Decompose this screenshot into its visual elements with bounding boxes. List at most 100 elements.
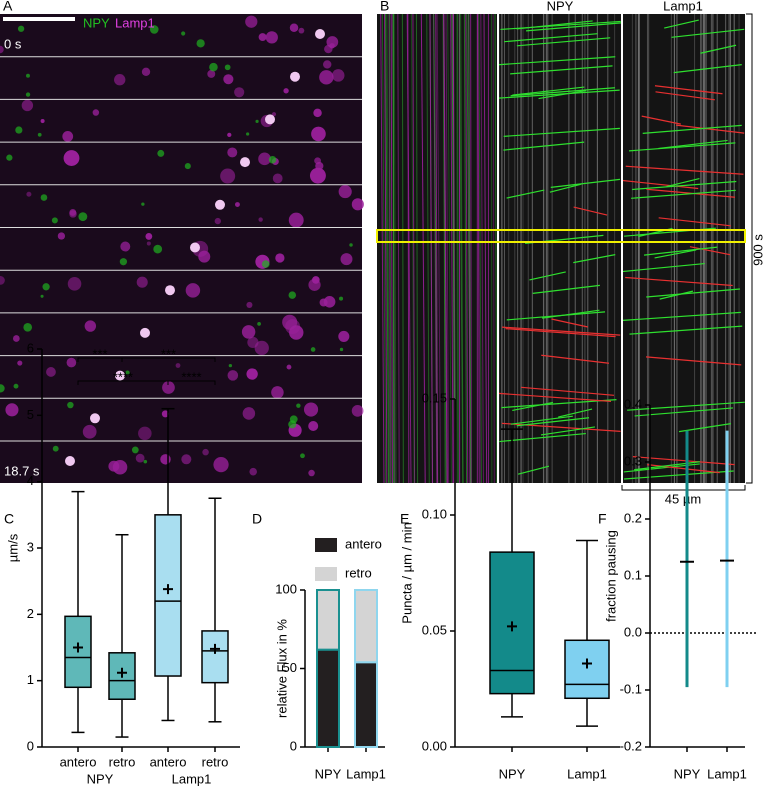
- legend-swatch: [315, 538, 337, 552]
- y-tick-label: 3: [27, 539, 34, 554]
- kymo-streak: [477, 13, 480, 484]
- kymograph-panel: [376, 13, 746, 484]
- magenta-spot: [351, 198, 364, 211]
- green-spot: [339, 347, 344, 352]
- length-scale-bracket: [621, 485, 746, 491]
- kymo-streak: [468, 13, 472, 484]
- bar-segment: [316, 589, 340, 651]
- y-tick-label: 0.1: [624, 567, 642, 582]
- mean-marker: [507, 621, 517, 632]
- magenta-spot: [313, 108, 322, 118]
- track: [689, 246, 731, 256]
- green-spot: [349, 243, 353, 247]
- green-spot: [0, 384, 5, 393]
- green-spot: [184, 163, 191, 170]
- colocalized-spot: [240, 157, 250, 168]
- magenta-spot: [207, 69, 216, 78]
- track: [673, 64, 742, 74]
- highlight-box: [376, 229, 746, 243]
- track: [631, 189, 736, 199]
- track: [503, 127, 620, 137]
- y-tick-label: 0.4: [624, 396, 642, 411]
- green-spot: [224, 64, 231, 71]
- track: [501, 326, 621, 336]
- kymo-streak: [457, 13, 460, 484]
- track: [625, 276, 733, 287]
- magenta-spot: [234, 202, 240, 207]
- track: [642, 124, 742, 134]
- y-tick-label: 0.15: [422, 390, 447, 405]
- green-spot: [196, 39, 205, 48]
- magenta-spot: [312, 276, 320, 284]
- mean-marker: [210, 643, 220, 654]
- mean-marker: [73, 642, 83, 653]
- magenta-spot: [241, 325, 256, 339]
- channel-label: Lamp1: [115, 15, 155, 30]
- kymo-streak: [460, 13, 464, 484]
- kymo-streak: [436, 13, 442, 484]
- track: [622, 262, 705, 273]
- green-spot: [255, 119, 259, 123]
- track: [498, 392, 612, 403]
- time-scale-label: 900 s: [750, 234, 765, 266]
- magenta-spot: [114, 74, 126, 86]
- track: [622, 179, 699, 190]
- kymo-streak: [480, 13, 484, 484]
- magenta-spot: [162, 381, 175, 394]
- bar-segment: [354, 661, 378, 748]
- legend-label: retro: [345, 565, 372, 580]
- significance-label: ***: [161, 346, 176, 361]
- magenta-spot: [242, 407, 256, 420]
- kymo-streak: [388, 13, 391, 484]
- magenta-spot: [0, 276, 5, 285]
- x-tick-label: retro: [109, 754, 136, 769]
- magenta-spot: [198, 250, 211, 263]
- y-tick-label: 0.0: [624, 624, 642, 639]
- y-axis-label: Puncta / µm / min: [399, 522, 414, 623]
- track: [526, 22, 622, 32]
- track: [634, 407, 734, 417]
- colocalized-spot: [115, 370, 125, 381]
- green-spot: [6, 154, 13, 161]
- track: [510, 87, 616, 97]
- y-tick-label: -0.2: [620, 738, 642, 753]
- green-spot: [78, 212, 88, 222]
- panel-letter: F: [598, 511, 607, 527]
- kymo-streak: [429, 13, 433, 484]
- magenta-spot: [112, 460, 128, 475]
- time-scale-bracket: [746, 13, 753, 484]
- kymo-streak: [412, 13, 416, 484]
- track: [654, 249, 697, 259]
- green-spot: [67, 401, 74, 409]
- kymo-streak: [483, 13, 488, 484]
- kymo-streak: [447, 13, 452, 484]
- green-spot: [42, 283, 50, 291]
- green-spot: [153, 244, 163, 254]
- green-spot: [143, 459, 148, 464]
- y-axis-label: µm/s: [5, 533, 20, 562]
- group-label: NPY: [87, 771, 114, 786]
- green-spot: [119, 258, 128, 266]
- y-tick-label: 0.2: [624, 510, 642, 525]
- kymo-streak: [450, 13, 454, 484]
- magenta-spot: [21, 99, 34, 112]
- magenta-spot: [67, 277, 82, 291]
- kymo-streak: [385, 13, 390, 484]
- magenta-spot: [138, 426, 152, 441]
- magenta-spot: [227, 132, 232, 138]
- magenta-spot: [69, 208, 77, 216]
- colocalized-spot: [190, 242, 200, 253]
- kymo-streak: [443, 13, 448, 484]
- magenta-spot: [272, 173, 283, 184]
- track: [632, 180, 737, 191]
- column-label: NPY: [547, 0, 574, 13]
- green-spot: [131, 446, 139, 454]
- magenta-spot: [245, 15, 258, 28]
- magenta-spot: [351, 405, 364, 417]
- x-tick-label: NPY: [315, 766, 342, 781]
- y-tick-label: 4: [27, 473, 34, 488]
- kymo-streak: [384, 13, 388, 484]
- y-axis-label: relative Flux in %: [274, 619, 289, 718]
- y-tick-label: 0.00: [422, 738, 447, 753]
